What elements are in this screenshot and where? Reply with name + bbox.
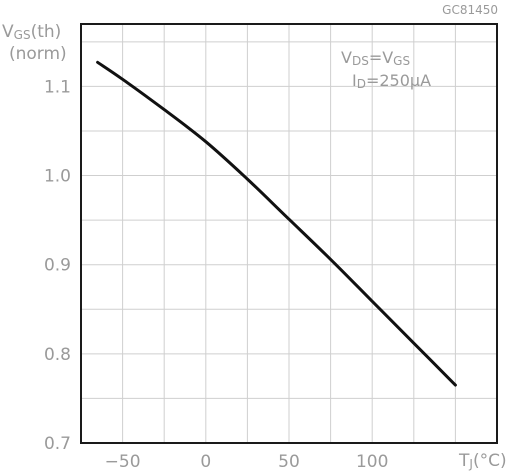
x-axis-label: TJ(°C) [458, 451, 507, 471]
y-axis-label-line2: (norm) [9, 44, 67, 64]
annotation-eq-vgs: =V [369, 48, 393, 67]
grid [81, 24, 497, 443]
annotation-line-1: VDS=VGS [341, 48, 410, 68]
annotation-id-value: =250μA [366, 71, 431, 90]
y-tick-label: 0.8 [44, 345, 71, 365]
x-tick-label: 0 [200, 452, 211, 472]
x-tick-label: −50 [105, 452, 141, 472]
plot-frame [80, 23, 498, 444]
x-tick-label: 50 [278, 452, 300, 472]
series-line [96, 60, 457, 387]
figure-id: GC81450 [442, 3, 498, 17]
y-axis-label-main: V [2, 22, 14, 42]
y-tick-label: 1.1 [44, 77, 71, 97]
y-tick-label: 1.0 [44, 167, 71, 187]
annotation-vds: V [341, 48, 352, 67]
y-tick-label: 0.7 [44, 434, 71, 454]
annotation-id-sub: D [357, 77, 366, 91]
annotation-id: I [352, 71, 357, 90]
x-axis-label-main: T [458, 451, 470, 471]
annotation-vds-sub: DS [352, 54, 369, 68]
annotation-line-2: ID=250μA [352, 71, 431, 91]
y-tick-label: 0.9 [44, 256, 71, 276]
y-axis-label: VGS(th) [2, 22, 61, 42]
x-axis-label-sub: J [468, 457, 473, 471]
y-axis-label-sub: GS [14, 28, 31, 42]
y-tick-labels: 1.1 1.0 0.9 0.8 0.7 [44, 77, 71, 454]
x-tick-labels: −50 0 50 100 [105, 452, 389, 472]
x-tick-label: 100 [356, 452, 388, 472]
y-axis-label-suffix: (th) [31, 22, 62, 42]
x-axis-label-suffix: (°C) [473, 451, 507, 471]
annotation-vgs-sub: GS [393, 54, 410, 68]
